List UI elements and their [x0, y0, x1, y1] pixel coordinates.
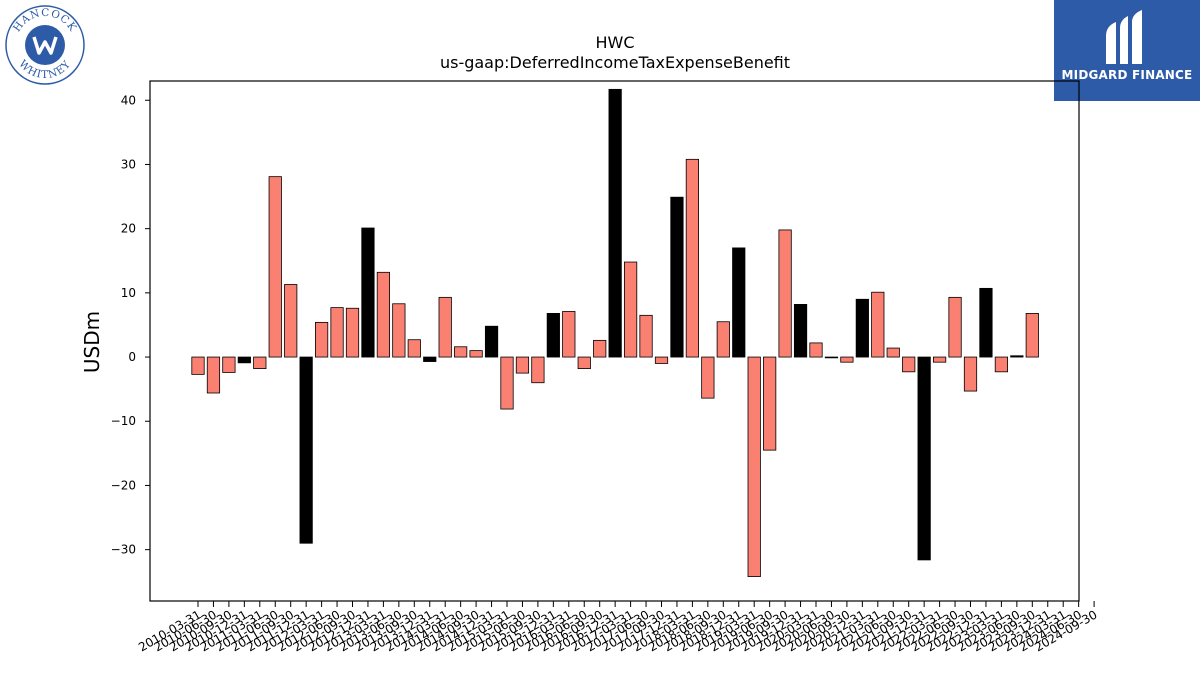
bar-2016-06-30: [577, 356, 591, 370]
hancock-whitney-logo: HANCOCK WHITNEY: [4, 4, 86, 86]
bar-2016-12-31: [608, 88, 622, 358]
y-tick-label: −10: [111, 414, 136, 428]
bar-2011-06-30: [268, 176, 282, 358]
bar-2011-09-30: [284, 284, 298, 358]
bar-2021-06-30: [886, 347, 900, 358]
y-tick-label: 0: [128, 350, 136, 364]
bar-2010-03-31: [191, 356, 205, 375]
bars-layer: [191, 88, 1039, 578]
bar-2015-03-31: [500, 356, 514, 410]
bar-2017-09-30: [654, 356, 669, 364]
x-ticks: 2010-03-312010-06-302010-09-302010-12-31…: [136, 601, 1100, 654]
bar-2015-09-30: [531, 356, 545, 384]
bar-2015-12-31: [546, 312, 560, 358]
bar-2020-03-31: [809, 342, 823, 358]
bar-2022-09-30: [963, 356, 978, 392]
bar-2012-09-30: [345, 307, 360, 358]
bar-2013-06-30: [392, 303, 406, 358]
plot-frame: [149, 80, 1080, 602]
bar-2018-03-31: [685, 158, 700, 358]
bar-2013-09-30: [407, 339, 421, 358]
bar-2020-06-30: [824, 356, 839, 359]
bar-2023-09-30: [1025, 312, 1039, 358]
chart-title: HWC: [595, 33, 634, 52]
bar-2021-03-31: [871, 291, 885, 358]
midgard-finance-wordmark: MIDGARD FINANCE: [1061, 68, 1193, 82]
bar-2013-12-31: [423, 356, 437, 362]
bar-2010-12-31: [237, 356, 251, 364]
bar-2017-03-31: [624, 261, 638, 358]
bar-2022-12-31: [979, 287, 993, 358]
bar-2019-06-30: [763, 356, 777, 451]
bar-2022-06-30: [948, 296, 962, 358]
y-tick-label: 20: [121, 222, 136, 236]
bar-2010-09-30: [222, 356, 236, 373]
bar-2021-12-31: [917, 356, 931, 561]
midgard-finance-mark-icon: [1106, 10, 1142, 64]
bar-2020-12-31: [855, 298, 869, 358]
hancock-whitney-seal-icon: HANCOCK WHITNEY: [5, 5, 85, 85]
bar-2012-06-30: [330, 307, 344, 358]
bar-2020-09-30: [840, 356, 854, 363]
y-ticks: −30 −20 −10 0 10 20 30 40: [111, 93, 150, 557]
y-tick-label: −20: [111, 478, 136, 492]
bar-2012-03-31: [314, 321, 329, 358]
y-tick-label: 10: [121, 286, 136, 300]
bar-2011-12-31: [299, 356, 313, 544]
bar-2021-09-30: [902, 356, 916, 373]
bar-2018-12-31: [732, 247, 746, 358]
y-tick-label: −30: [111, 543, 136, 557]
y-axis-label: USDm: [80, 311, 104, 373]
bar-2019-09-30: [778, 229, 792, 358]
y-tick-label: 30: [121, 157, 136, 171]
chart-subtitle: us-gaap:DeferredIncomeTaxExpenseBenefit: [440, 53, 790, 72]
bar-2016-09-30: [593, 339, 607, 358]
bar-2012-12-31: [361, 227, 375, 358]
bar-2023-03-31: [994, 356, 1009, 373]
bar-2016-03-31: [562, 311, 576, 358]
bar-2018-09-30: [716, 321, 730, 358]
bar-2014-03-31: [438, 296, 452, 358]
bar-2014-12-31: [484, 325, 499, 358]
bar-2013-03-31: [376, 271, 391, 358]
bar-2014-09-30: [469, 350, 483, 358]
bar-2019-12-31: [793, 304, 808, 358]
bar-2019-03-31: [747, 356, 761, 578]
bar-2010-06-30: [206, 356, 221, 394]
bar-2011-03-31: [253, 356, 267, 370]
bar-2018-06-30: [701, 356, 715, 399]
midgard-finance-logo: MIDGARD FINANCE: [1054, 0, 1200, 101]
bar-2017-06-30: [639, 314, 653, 358]
bar-2017-12-31: [670, 196, 684, 358]
bar-2014-06-30: [454, 346, 468, 358]
y-tick-label: 40: [121, 93, 136, 107]
bar-2015-06-30: [515, 356, 530, 374]
bar-2023-06-30: [1010, 355, 1024, 358]
bar-2022-03-31: [933, 356, 947, 363]
